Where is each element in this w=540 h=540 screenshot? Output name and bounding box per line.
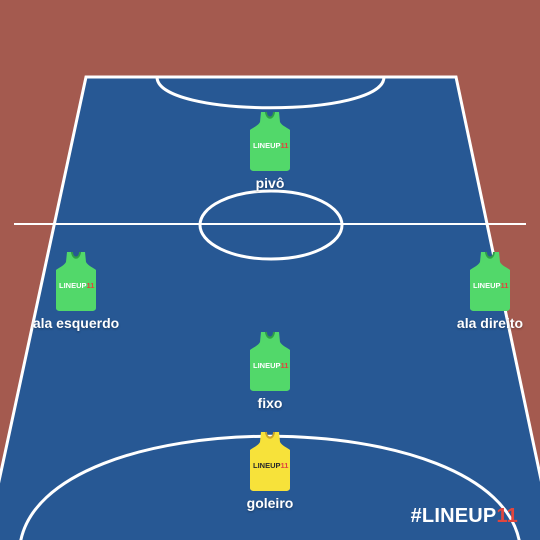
jersey-icon: LINEUP11	[470, 252, 510, 311]
player-name: ala esquerdo	[32, 315, 120, 331]
player-ala-esquerdo[interactable]: LINEUP11 ala esquerdo	[6, 250, 146, 331]
bottom-goal-area-arc	[19, 434, 521, 540]
jersey-icon: LINEUP11	[250, 332, 290, 391]
svg-text:LINEUP11: LINEUP11	[473, 281, 508, 290]
svg-text:LINEUP11: LINEUP11	[253, 361, 288, 370]
player-pivo[interactable]: LINEUP11 pivô	[200, 110, 340, 191]
court-boundary	[0, 75, 540, 484]
player-name: ala direito	[456, 315, 524, 331]
player-ala-direito[interactable]: LINEUP11 ala direito	[420, 250, 540, 331]
player-name: goleiro	[246, 495, 294, 511]
jersey-icon: LINEUP11	[250, 432, 290, 491]
svg-text:LINEUP11: LINEUP11	[59, 281, 94, 290]
player-name: fixo	[257, 395, 283, 411]
center-circle	[198, 189, 344, 261]
svg-text:LINEUP11: LINEUP11	[253, 461, 288, 470]
svg-text:LINEUP11: LINEUP11	[253, 141, 288, 150]
player-name: pivô	[255, 175, 285, 191]
player-goleiro[interactable]: LINEUP11 goleiro	[200, 430, 340, 511]
jersey-icon: LINEUP11	[250, 112, 290, 171]
brand-suffix: 11	[496, 505, 518, 527]
player-fixo[interactable]: LINEUP11 fixo	[200, 330, 340, 411]
top-goal-area-arc	[155, 76, 386, 110]
court-surface	[0, 77, 540, 540]
jersey-icon: LINEUP11	[56, 252, 96, 311]
brand-prefix: #LINEUP	[410, 505, 497, 527]
brand-logo: #LINEUP11	[411, 505, 518, 528]
